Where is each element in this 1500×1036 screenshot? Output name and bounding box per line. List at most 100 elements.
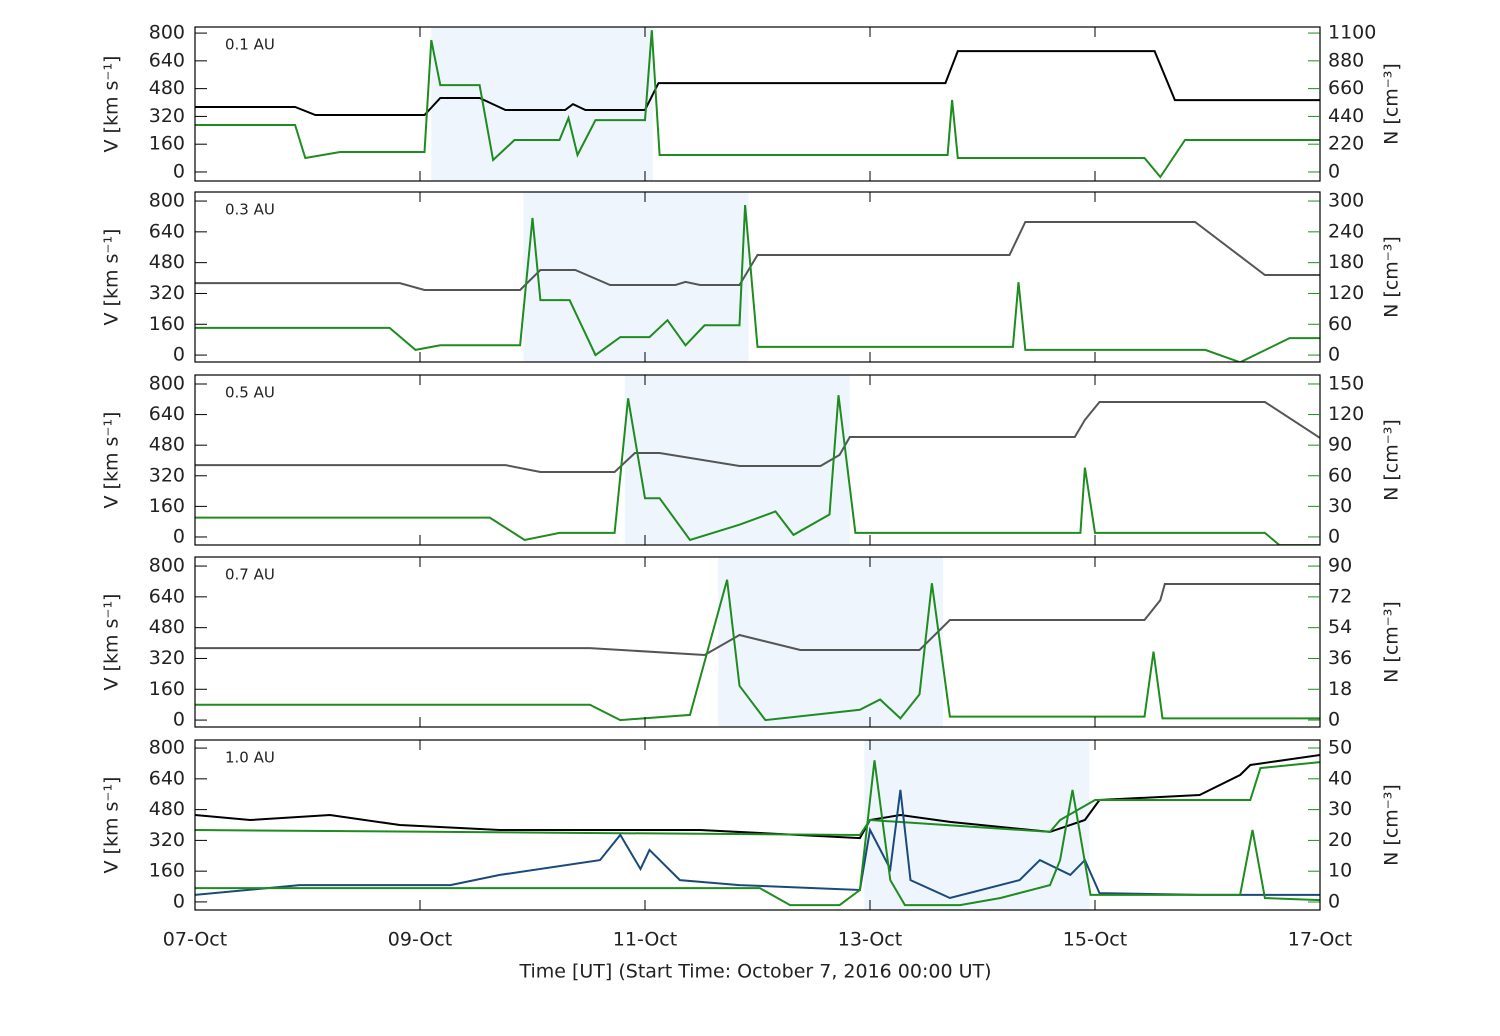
- panel-annotation: 0.7 AU: [225, 566, 275, 584]
- y2-tick-label: 0: [1328, 344, 1340, 366]
- y-tick-label: 320: [149, 282, 185, 304]
- series-line: [195, 395, 1320, 545]
- y-tick-label: 0: [173, 525, 185, 547]
- y2-tick-label: 240: [1328, 220, 1364, 242]
- y-tick-label: 800: [149, 190, 185, 212]
- y2-tick-label: 0: [1328, 890, 1340, 912]
- y-tick-label: 800: [149, 737, 185, 759]
- plot-frame: [194, 739, 1321, 911]
- y-axis-label: V [km s⁻¹]: [101, 229, 123, 326]
- y2-tick-label: 30: [1328, 798, 1352, 820]
- y2-axis-label: N [cm⁻³]: [1381, 63, 1403, 145]
- y2-tick-label: 54: [1328, 616, 1352, 638]
- y2-tick-label: 20: [1328, 829, 1352, 851]
- y2-axis-label: N [cm⁻³]: [1381, 236, 1403, 318]
- x-tick-label: 13-Oct: [838, 929, 902, 951]
- y-tick-label: 800: [149, 555, 185, 577]
- y-axis-label: V [km s⁻¹]: [101, 594, 123, 691]
- y-tick-label: 800: [149, 372, 185, 394]
- series-line: [195, 760, 1320, 907]
- panel-annotation: 0.1 AU: [225, 36, 275, 54]
- y-tick-label: 0: [173, 344, 185, 366]
- y-tick-label: 480: [149, 616, 185, 638]
- y-tick-label: 320: [149, 829, 185, 851]
- y-tick-label: 160: [149, 860, 185, 882]
- y2-tick-label: 40: [1328, 767, 1352, 789]
- y2-tick-label: 30: [1328, 495, 1352, 517]
- y-tick-label: 480: [149, 77, 185, 99]
- y-tick-label: 480: [149, 434, 185, 456]
- panel-annotation: 1.0 AU: [225, 749, 275, 767]
- series-line: [195, 205, 1320, 362]
- y2-tick-label: 120: [1328, 282, 1364, 304]
- y-tick-label: 0: [173, 709, 185, 731]
- plot-frame: [194, 374, 1321, 546]
- y2-tick-label: 60: [1328, 464, 1352, 486]
- series-line: [195, 50, 1320, 116]
- y-axis-label: V [km s⁻¹]: [101, 412, 123, 509]
- y2-tick-label: 72: [1328, 585, 1352, 607]
- y2-tick-label: 90: [1328, 555, 1352, 577]
- panel-annotation: 0.5 AU: [225, 384, 275, 402]
- y-tick-label: 0: [173, 160, 185, 182]
- shaded-interval: [718, 557, 944, 727]
- y-tick-label: 800: [149, 22, 185, 44]
- series-line: [195, 754, 1320, 840]
- y-tick-label: 640: [149, 220, 185, 242]
- x-tick-label: 15-Oct: [1063, 929, 1127, 951]
- series-line: [195, 579, 1320, 722]
- shaded-interval: [624, 375, 850, 545]
- y-tick-label: 160: [149, 495, 185, 517]
- y2-tick-label: 0: [1328, 160, 1340, 182]
- series-line: [195, 221, 1320, 291]
- y2-tick-label: 150: [1328, 372, 1364, 394]
- y2-axis-label: N [cm⁻³]: [1381, 784, 1403, 866]
- y2-tick-label: 660: [1328, 77, 1364, 99]
- y2-tick-label: 1100: [1328, 22, 1376, 44]
- x-axis-label: Time [UT] (Start Time: October 7, 2016 0…: [518, 961, 991, 983]
- y2-tick-label: 50: [1328, 737, 1352, 759]
- x-tick-label: 11-Oct: [613, 929, 677, 951]
- x-tick-label: 09-Oct: [388, 929, 452, 951]
- y-tick-label: 160: [149, 313, 185, 335]
- y2-tick-label: 440: [1328, 105, 1364, 127]
- x-tick-label: 07-Oct: [163, 929, 227, 951]
- series-line: [195, 401, 1320, 473]
- y-axis-label: V [km s⁻¹]: [101, 777, 123, 874]
- plot-frame: [194, 26, 1321, 182]
- y2-tick-label: 36: [1328, 647, 1352, 669]
- y-tick-label: 480: [149, 798, 185, 820]
- y-tick-label: 480: [149, 251, 185, 273]
- y-tick-label: 160: [149, 133, 185, 155]
- y2-tick-label: 220: [1328, 133, 1364, 155]
- series-line: [195, 761, 1320, 837]
- x-tick-label: 17-Oct: [1288, 929, 1352, 951]
- y-tick-label: 160: [149, 678, 185, 700]
- y-tick-label: 640: [149, 585, 185, 607]
- y-tick-label: 640: [149, 49, 185, 71]
- y2-axis-label: N [cm⁻³]: [1381, 419, 1403, 501]
- y2-axis-label: N [cm⁻³]: [1381, 601, 1403, 683]
- y2-tick-label: 300: [1328, 190, 1364, 212]
- y-tick-label: 640: [149, 767, 185, 789]
- y2-tick-label: 18: [1328, 678, 1352, 700]
- plot-frame: [194, 556, 1321, 728]
- y2-tick-label: 90: [1328, 434, 1352, 456]
- series-line: [195, 30, 1320, 179]
- shaded-interval: [523, 192, 749, 362]
- y2-tick-label: 180: [1328, 251, 1364, 273]
- panel-annotation: 0.3 AU: [225, 201, 275, 219]
- series-line: [195, 789, 1320, 900]
- y-axis-label: V [km s⁻¹]: [101, 56, 123, 153]
- y2-tick-label: 880: [1328, 49, 1364, 71]
- y-tick-label: 320: [149, 647, 185, 669]
- y2-tick-label: 120: [1328, 403, 1364, 425]
- y-tick-label: 0: [173, 890, 185, 912]
- series-line: [195, 583, 1320, 657]
- y-tick-label: 640: [149, 403, 185, 425]
- y2-tick-label: 0: [1328, 525, 1340, 547]
- y-tick-label: 320: [149, 464, 185, 486]
- plot-frame: [194, 191, 1321, 363]
- y2-tick-label: 0: [1328, 709, 1340, 731]
